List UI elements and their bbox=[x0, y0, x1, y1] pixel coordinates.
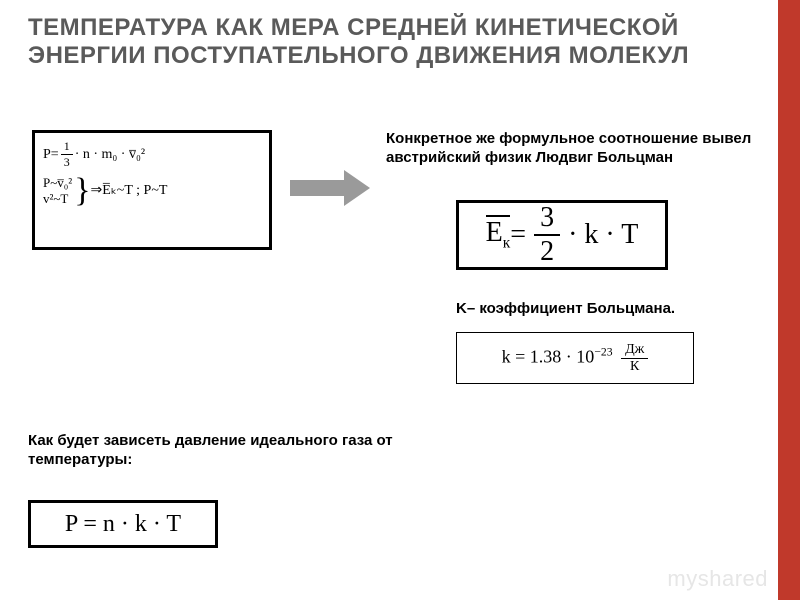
accent-bar bbox=[778, 0, 800, 600]
ek-tail: · k · T bbox=[568, 219, 638, 251]
arrow-shaft bbox=[290, 180, 346, 196]
watermark: myshared bbox=[667, 566, 768, 592]
deriv-brace: } bbox=[74, 174, 90, 208]
ek-E: Eк bbox=[486, 217, 511, 253]
deriv-rhs: · n · m₀ · v̅₀² bbox=[75, 146, 145, 164]
ek-formula-box: Eк = 3 2 · k · T bbox=[456, 200, 668, 270]
ek-E-letter: E bbox=[486, 217, 503, 248]
k-exp: −23 bbox=[594, 345, 612, 358]
ek-frac-den: 2 bbox=[534, 236, 560, 268]
derivation-box: P = 1 3 · n · m₀ · v̅₀² P~v̅₀² v²~T } ⇒ … bbox=[32, 130, 272, 250]
ek-eq: = bbox=[510, 219, 526, 251]
deriv-rel2: v²~T bbox=[43, 191, 72, 207]
arrow-head bbox=[344, 170, 370, 206]
k-unit-den: К bbox=[626, 359, 643, 375]
deriv-P: P bbox=[43, 146, 51, 164]
deriv-eq: = bbox=[51, 146, 59, 164]
k-lhs: k = 1.38 · 10 bbox=[502, 346, 595, 366]
k-unit-num: Дж bbox=[621, 342, 648, 359]
deriv-frac-num: 1 bbox=[61, 139, 73, 155]
deriv-implies: ⇒ bbox=[91, 182, 103, 200]
p-formula: P = n · k · T bbox=[65, 511, 181, 538]
deriv-frac: 1 3 bbox=[61, 139, 73, 170]
intro-text: Конкретное же формульное соотношение выв… bbox=[386, 130, 766, 168]
arrow-icon bbox=[290, 170, 370, 206]
k-unit-frac: Дж К bbox=[621, 342, 648, 375]
deriv-conclusion: E̅ₖ~T ; P~T bbox=[102, 182, 167, 200]
p-formula-box: P = n · k · T bbox=[28, 500, 218, 548]
slide-title: ТЕМПЕРАТУРА КАК МЕРА СРЕДНЕЙ КИНЕТИЧЕСКО… bbox=[28, 14, 748, 71]
deriv-rel1: P~v̅₀² bbox=[43, 175, 72, 191]
pressure-question: Как будет зависеть давление идеального г… bbox=[28, 432, 408, 470]
ek-E-sub: к bbox=[503, 235, 510, 252]
ek-frac-num: 3 bbox=[534, 202, 560, 236]
k-formula-box: k = 1.38 · 10−23 Дж К bbox=[456, 332, 694, 384]
k-label: K– коэффициент Больцмана. bbox=[456, 300, 776, 319]
deriv-frac-den: 3 bbox=[61, 155, 73, 170]
ek-frac: 3 2 bbox=[534, 202, 560, 268]
